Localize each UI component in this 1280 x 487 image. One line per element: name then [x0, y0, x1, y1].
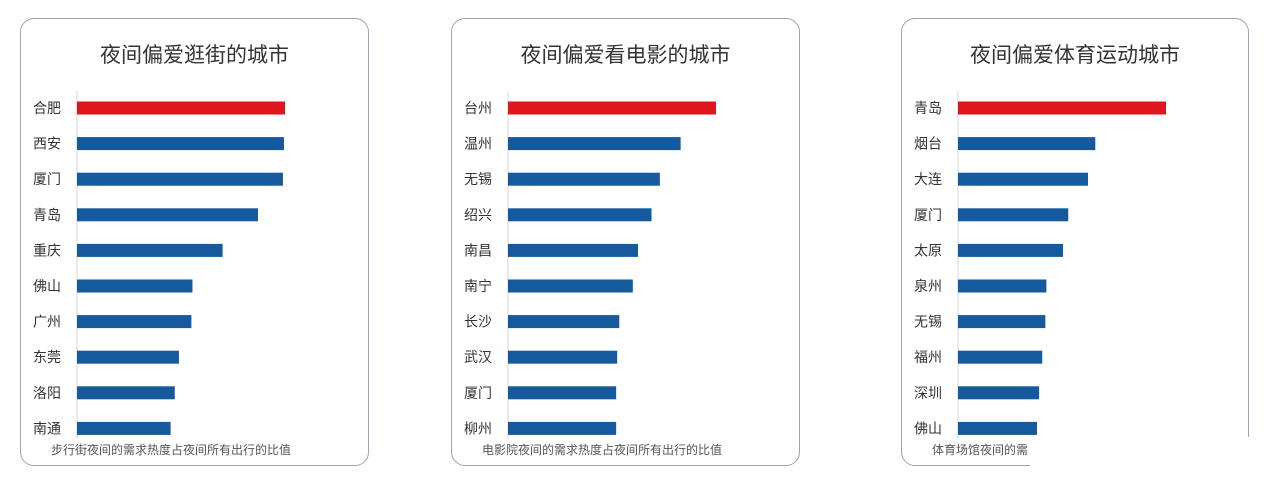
chart-title: 夜间偏爱看电影的城市 — [520, 43, 731, 67]
category-label: 重庆 — [33, 243, 61, 259]
category-label: 洛阳 — [33, 386, 61, 402]
bar — [77, 279, 193, 293]
category-label: 东莞 — [33, 350, 61, 366]
category-label: 绍兴 — [464, 208, 492, 224]
category-label: 柳州 — [464, 420, 492, 437]
bar — [77, 137, 284, 151]
bar — [508, 172, 660, 186]
bar — [508, 386, 617, 400]
bar — [77, 350, 179, 364]
category-label: 厦门 — [33, 172, 61, 188]
chart-title: 夜间偏爱逛街的城市 — [100, 43, 289, 67]
bar — [958, 208, 1069, 222]
bar — [508, 421, 617, 435]
bar — [508, 208, 652, 222]
bar — [77, 172, 283, 186]
category-label: 长沙 — [464, 315, 492, 331]
bar — [958, 315, 1046, 329]
bar — [958, 386, 1040, 400]
bar — [958, 172, 1088, 186]
bar — [77, 101, 285, 115]
category-label: 太原 — [914, 243, 942, 259]
category-label: 合肥 — [33, 101, 61, 117]
category-label: 厦门 — [464, 386, 492, 402]
category-label: 武汉 — [464, 350, 492, 366]
watermark-overlay — [1030, 437, 1272, 471]
bar — [508, 101, 716, 115]
category-label: 泉州 — [914, 278, 942, 295]
category-label: 烟台 — [914, 137, 942, 153]
category-label: 无锡 — [464, 172, 492, 188]
chart-panel-shopping: 夜间偏爱逛街的城市 合肥西安厦门青岛重庆佛山广州东莞洛阳南通 步行街夜间的需求热… — [20, 18, 369, 466]
bar — [77, 421, 171, 435]
chart-panel-movies: 夜间偏爱看电影的城市 台州温州无锡绍兴南昌南宁长沙武汉厦门柳州 电影院夜间的需求… — [451, 18, 800, 466]
category-label: 大连 — [914, 172, 942, 188]
chart-footnote: 步行街夜间的需求热度占夜间所有出行的比值 — [51, 443, 292, 457]
bar — [958, 421, 1038, 435]
category-label: 台州 — [464, 101, 492, 117]
bar — [958, 101, 1166, 115]
bar — [958, 279, 1047, 293]
bar — [508, 315, 620, 329]
chart-panel-sports: 夜间偏爱体育运动城市 青岛烟台大连厦门太原泉州无锡福州深圳佛山 体育场馆夜间的需 — [901, 18, 1249, 466]
chart-footnote: 体育场馆夜间的需 — [932, 443, 1029, 457]
bar — [958, 243, 1064, 257]
category-label: 厦门 — [914, 208, 942, 224]
bar — [508, 137, 681, 151]
bar — [958, 137, 1096, 151]
category-label: 无锡 — [914, 315, 942, 331]
bar — [77, 386, 175, 400]
category-label: 青岛 — [33, 208, 61, 224]
bar — [508, 279, 633, 293]
category-label: 福州 — [914, 350, 942, 366]
category-label: 青岛 — [914, 101, 942, 117]
category-label: 温州 — [464, 137, 492, 153]
category-label: 南宁 — [464, 278, 492, 295]
category-label: 广州 — [33, 315, 61, 331]
category-label: 西安 — [33, 137, 61, 153]
category-label: 深圳 — [914, 386, 942, 402]
category-label: 佛山 — [914, 421, 942, 437]
chart-title: 夜间偏爱体育运动城市 — [970, 43, 1180, 67]
bar — [77, 208, 258, 222]
bar — [508, 350, 618, 364]
category-label: 南通 — [33, 421, 61, 437]
bar — [958, 350, 1043, 364]
chart-footnote: 电影院夜间的需求热度占夜间所有出行的比值 — [482, 443, 723, 457]
bar — [508, 243, 638, 257]
bar — [77, 243, 223, 257]
category-label: 佛山 — [33, 279, 61, 295]
category-label: 南昌 — [464, 243, 492, 259]
bar — [77, 315, 192, 329]
